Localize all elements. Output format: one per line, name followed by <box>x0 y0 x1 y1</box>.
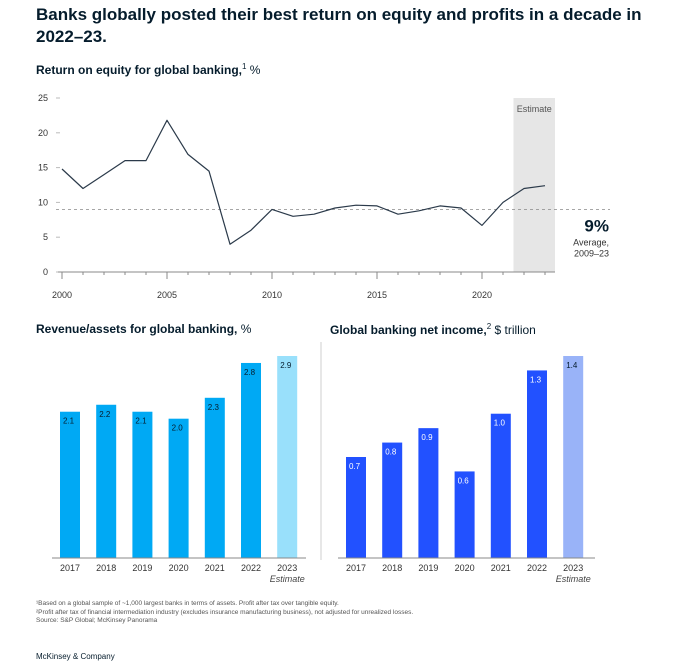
revenue-bar <box>168 418 189 558</box>
revenue-bar-label: 2.1 <box>135 417 147 426</box>
revenue-bar-label: 2.9 <box>280 361 292 370</box>
income-bar-label: 0.6 <box>458 476 470 485</box>
income-title-text: Global banking net income, <box>330 323 487 337</box>
revenue-bar <box>277 356 298 558</box>
roe-title-footnote-mark: 1 <box>242 62 247 71</box>
income-bar-label: 0.8 <box>385 448 397 457</box>
roe-title-text: Return on equity for global banking, <box>36 63 242 77</box>
income-bar-label: 1.3 <box>530 375 542 384</box>
income-bar-label: 1.4 <box>566 361 578 370</box>
revenue-x-tick-label: 2021 <box>205 563 225 573</box>
income-title-footnote-mark: 2 <box>486 322 492 331</box>
income-bar <box>346 457 366 558</box>
income-chart-title: Global banking net income,2 $ trillion <box>330 322 536 337</box>
income-x-tick-label: 2017 <box>346 563 366 573</box>
income-bar <box>527 370 547 558</box>
brand-logo-text: McKinsey & Company <box>36 652 115 661</box>
revenue-bar <box>96 404 117 558</box>
income-x-tick-label: 2022 <box>527 563 547 573</box>
roe-y-tick-label: 25 <box>38 93 48 103</box>
income-bar-label: 0.7 <box>349 462 361 471</box>
income-bar <box>382 442 403 558</box>
income-x-tick-label: 2018 <box>382 563 402 573</box>
roe-series-line <box>61 119 546 245</box>
income-bar <box>490 413 511 558</box>
income-x-tick-label: 2019 <box>418 563 438 573</box>
revenue-x-tick-label: 2022 <box>241 563 261 573</box>
footnotes: ¹Based on a global sample of ~1,000 larg… <box>36 600 413 626</box>
roe-x-tick-label: 2020 <box>472 290 492 300</box>
headline: Banks globally posted their best return … <box>36 5 642 46</box>
average-caption-line: 2009–23 <box>574 248 609 258</box>
revenue-title-text: Revenue/assets for global banking, <box>36 322 238 336</box>
revenue-bar-label: 2.0 <box>172 424 184 433</box>
revenue-bar <box>241 362 261 558</box>
footnote-1: ¹Based on a global sample of ~1,000 larg… <box>36 600 339 607</box>
estimate-band-label: Estimate <box>517 104 552 114</box>
roe-y-tick-label: 5 <box>43 232 48 242</box>
revenue-title-unit: % <box>240 322 252 336</box>
revenue-x-tick-label: 2020 <box>169 563 189 573</box>
footnote-2: ²Profit after tax of financial intermedi… <box>36 608 414 616</box>
roe-y-tick-label: 15 <box>38 163 48 173</box>
roe-x-tick-label: 2010 <box>262 290 282 300</box>
income-bar <box>418 428 439 558</box>
revenue-bar-label: 2.2 <box>99 410 111 419</box>
revenue-bar <box>60 411 80 558</box>
average-value-label: 9% <box>584 216 609 235</box>
average-caption-line: Average, <box>573 237 609 247</box>
roe-x-tick-label: 2005 <box>157 290 177 300</box>
roe-y-tick-label: 20 <box>38 128 48 138</box>
revenue-bar <box>204 397 225 558</box>
income-bar-label: 1.0 <box>494 419 506 428</box>
income-x-tick-label: 2023 <box>563 563 583 573</box>
revenue-bar-label: 2.1 <box>63 417 75 426</box>
income-bar-label: 0.9 <box>421 433 433 442</box>
revenue-bar-label: 2.3 <box>208 403 220 412</box>
revenue-chart-title: Revenue/assets for global banking, % <box>36 322 251 336</box>
income-estimate-label: Estimate <box>556 574 591 584</box>
income-title-unit: $ trillion <box>494 323 536 337</box>
footnote-source: Source: S&P Global; McKinsey Panorama <box>36 617 158 624</box>
roe-x-tick-label: 2000 <box>52 290 72 300</box>
revenue-bar <box>132 411 153 558</box>
revenue-estimate-label: Estimate <box>270 574 305 584</box>
roe-title-unit: % <box>249 63 261 77</box>
revenue-x-tick-label: 2017 <box>60 563 80 573</box>
roe-y-tick-label: 10 <box>38 197 48 207</box>
revenue-bar-label: 2.8 <box>244 368 256 377</box>
roe-x-tick-label: 2015 <box>367 290 387 300</box>
estimate-band <box>513 98 555 272</box>
revenue-x-tick-label: 2023 <box>277 563 297 573</box>
roe-y-tick-label: 0 <box>43 267 48 277</box>
income-x-tick-label: 2020 <box>455 563 475 573</box>
income-bar <box>563 356 584 558</box>
revenue-x-tick-label: 2018 <box>96 563 116 573</box>
income-bar <box>454 471 475 558</box>
roe-chart-title: Return on equity for global banking,1 % <box>36 62 260 77</box>
revenue-x-tick-label: 2019 <box>132 563 152 573</box>
income-x-tick-label: 2021 <box>491 563 511 573</box>
